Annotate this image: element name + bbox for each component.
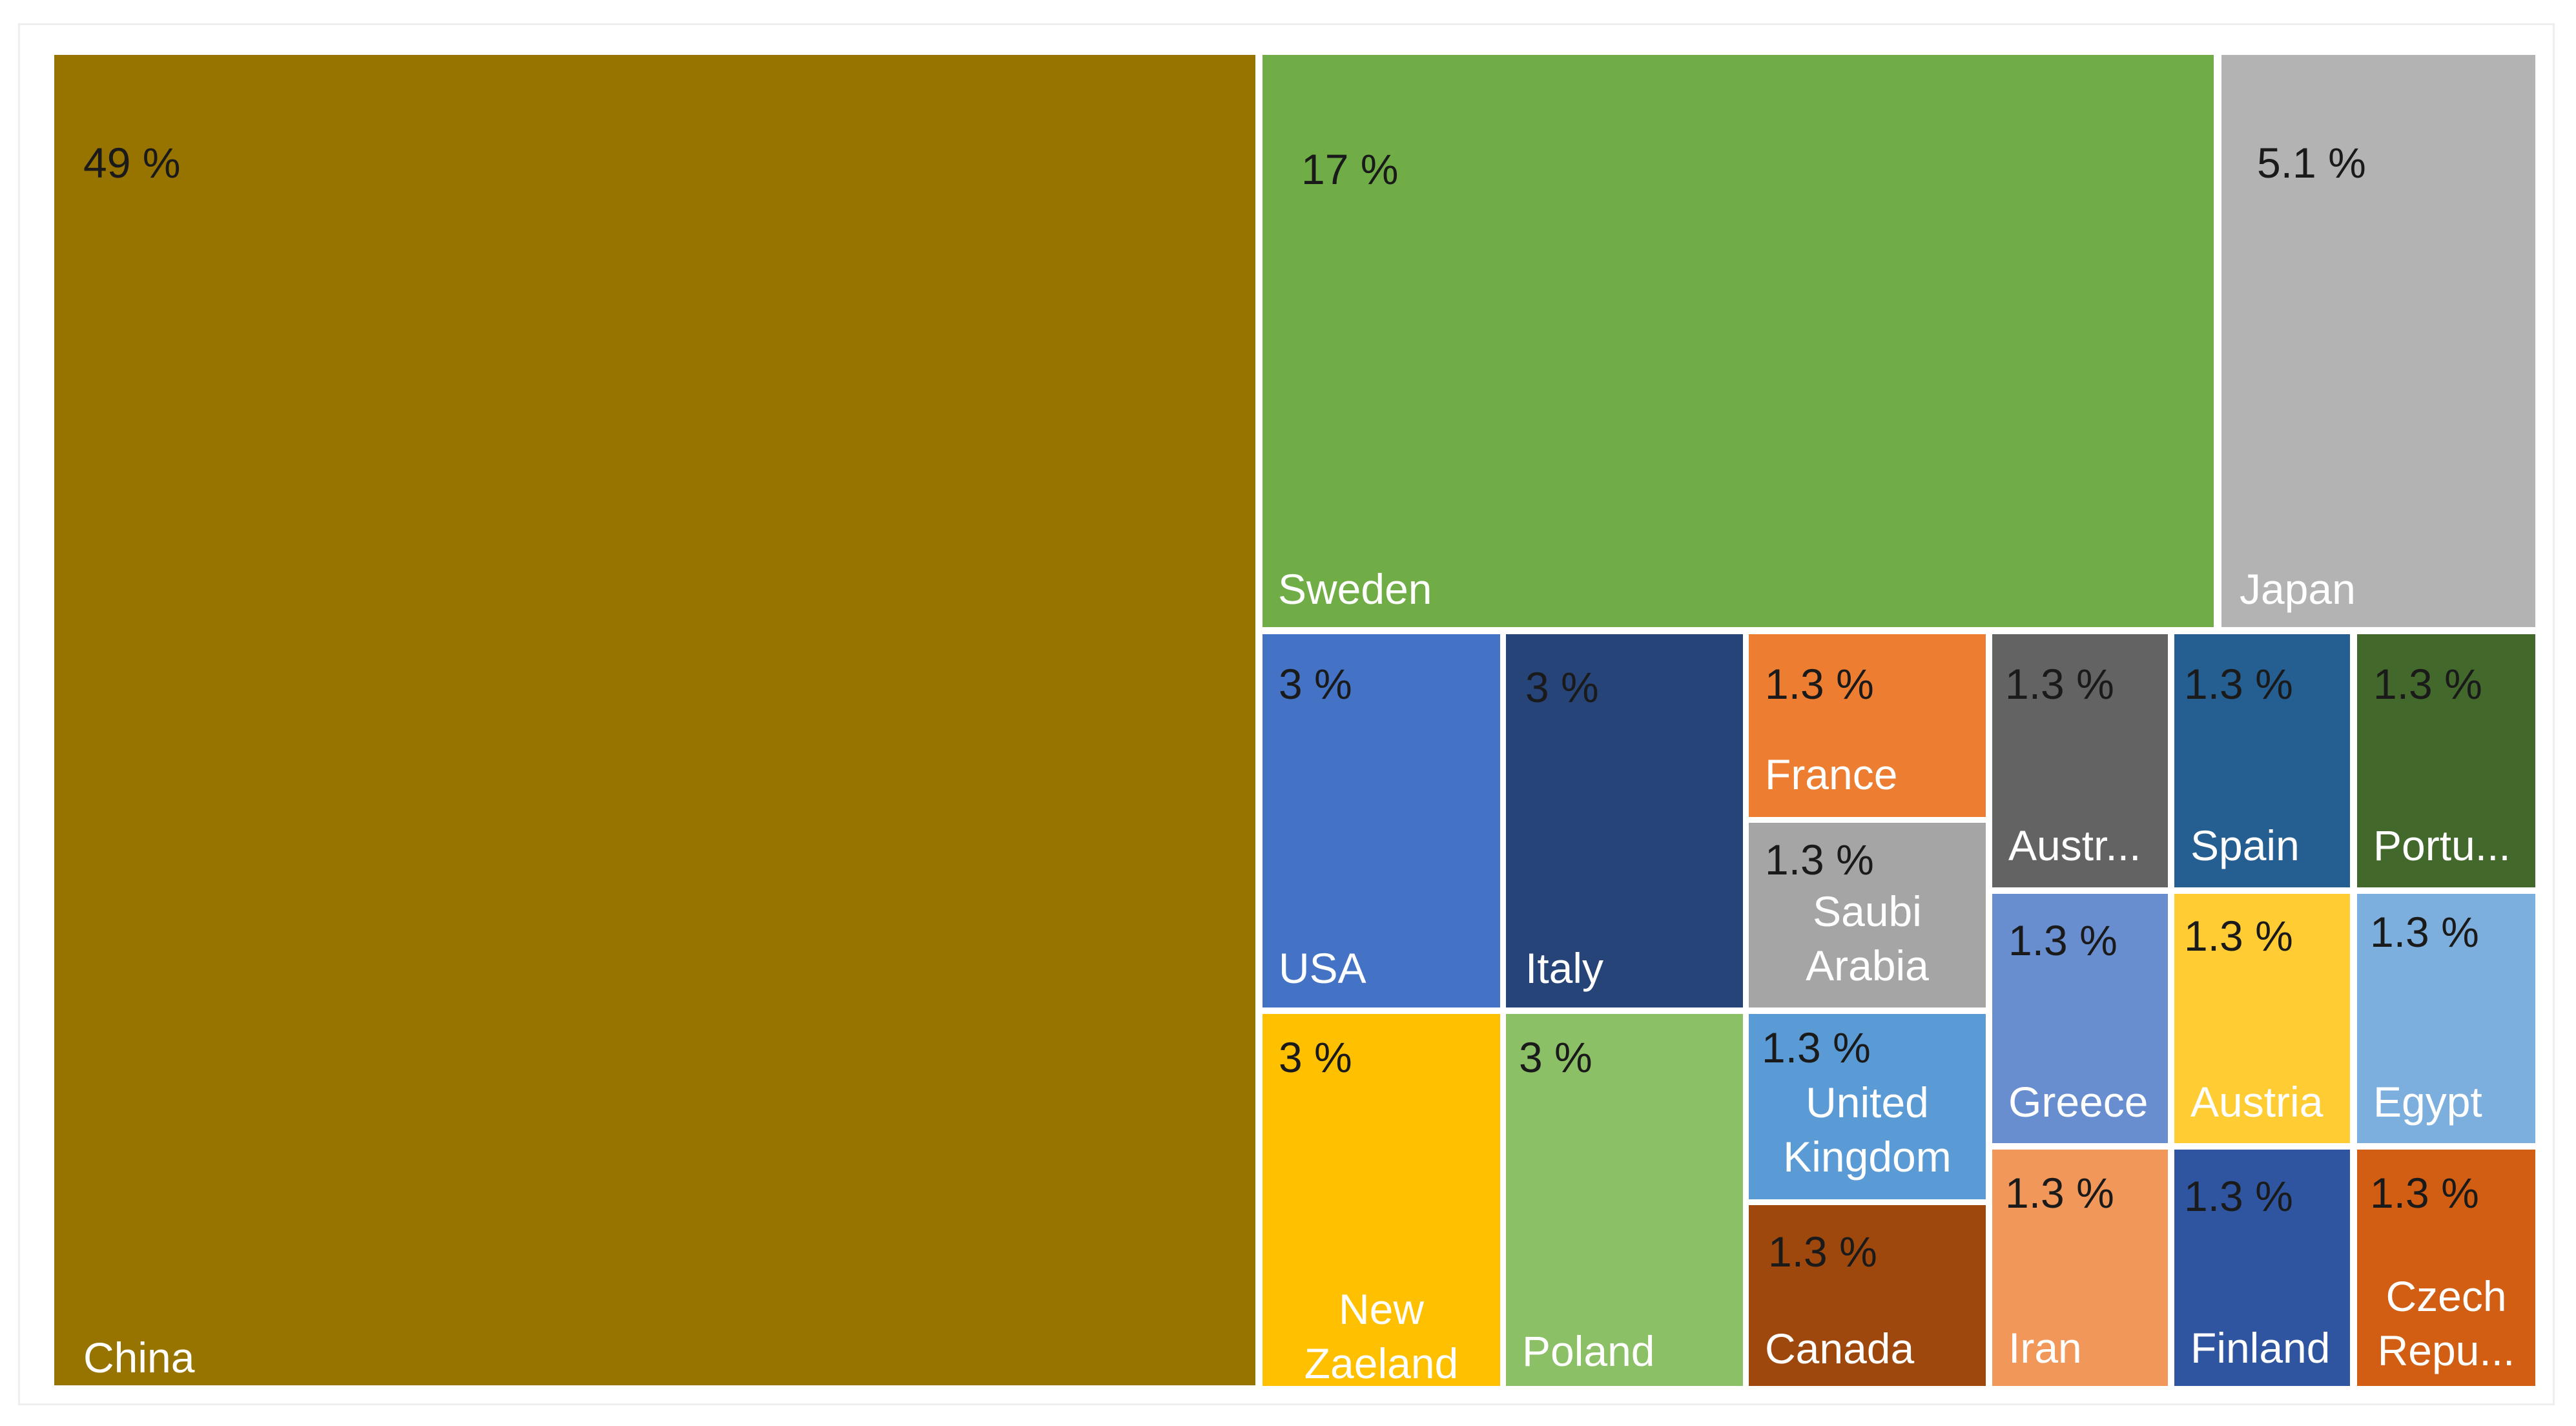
tile-iran: 1.3 % Iran bbox=[1992, 1150, 2168, 1386]
tile-rect-egypt bbox=[2357, 894, 2535, 1143]
tile-france: 1.3 % France bbox=[1749, 634, 1986, 817]
tile-label-saubi-arabia: Saubi Arabia bbox=[1806, 887, 1929, 989]
tile-value-austria: 1.3 % bbox=[2184, 912, 2293, 960]
tile-egypt: 1.3 % Egypt bbox=[2357, 894, 2535, 1143]
tile-value-china: 49 % bbox=[83, 139, 180, 187]
tile-label-czech-repu: Czech Repu... bbox=[2378, 1272, 2515, 1374]
tile-rect-poland bbox=[1506, 1014, 1743, 1386]
tile-usa: 3 % USA bbox=[1262, 634, 1500, 1008]
tile-canada: 1.3 % Canada bbox=[1749, 1205, 1986, 1386]
tile-label-austr: Austr... bbox=[2008, 822, 2141, 869]
tile-value-france: 1.3 % bbox=[1765, 660, 1874, 708]
tile-portu: 1.3 % Portu... bbox=[2357, 634, 2535, 887]
tile-finland: 1.3 % Finland bbox=[2174, 1150, 2350, 1386]
tile-label-finland: Finland bbox=[2190, 1324, 2330, 1372]
tile-spain: 1.3 % Spain bbox=[2174, 634, 2350, 887]
tile-rect-finland bbox=[2174, 1150, 2350, 1386]
tile-rect-portu bbox=[2357, 634, 2535, 887]
tile-china: 49 % China bbox=[54, 55, 1255, 1385]
tile-rect-canada bbox=[1749, 1205, 1986, 1386]
chart-frame: 49 % China 17 % Sweden 5.1 % Japan 3 % USA 3 % It… bbox=[18, 23, 2555, 1405]
tile-united-kingdom: 1.3 % United Kingdom bbox=[1749, 1014, 1986, 1199]
tile-value-italy: 3 % bbox=[1525, 663, 1599, 711]
tile-value-poland: 3 % bbox=[1519, 1033, 1592, 1081]
tile-value-saubi-arabia: 1.3 % bbox=[1765, 836, 1874, 884]
tile-rect-japan bbox=[2221, 55, 2535, 627]
tile-label-japan: Japan bbox=[2240, 565, 2356, 613]
tile-rect-united-kingdom bbox=[1749, 1014, 1986, 1199]
tile-label-egypt: Egypt bbox=[2373, 1078, 2482, 1126]
tile-new-zaeland: 3 % New Zaeland bbox=[1262, 1014, 1500, 1387]
tile-austria: 1.3 % Austria bbox=[2174, 894, 2350, 1143]
tile-label-austria: Austria bbox=[2190, 1078, 2324, 1126]
tile-poland: 3 % Poland bbox=[1506, 1014, 1743, 1386]
tile-value-sweden: 17 % bbox=[1301, 145, 1398, 193]
tile-rect-sweden bbox=[1262, 55, 2214, 627]
tile-saubi-arabia: 1.3 %Saubi Arabia bbox=[1749, 823, 1986, 1008]
tile-rect-greece bbox=[1992, 894, 2168, 1143]
tile-value-usa: 3 % bbox=[1279, 660, 1352, 708]
tile-rect-italy bbox=[1506, 634, 1743, 1008]
tile-austr: 1.3 % Austr... bbox=[1992, 634, 2168, 887]
tile-label-united-kingdom: United Kingdom bbox=[1783, 1079, 1952, 1181]
tile-italy: 3 % Italy bbox=[1506, 634, 1743, 1008]
treemap-chart: 49 % China 17 % Sweden 5.1 % Japan 3 % USA 3 % It… bbox=[54, 55, 2535, 1387]
tile-label-canada: Canada bbox=[1765, 1325, 1914, 1372]
tile-value-czech-repu: 1.3 % bbox=[2370, 1169, 2479, 1217]
tile-greece: 1.3 % Greece bbox=[1992, 894, 2168, 1143]
tile-value-united-kingdom: 1.3 % bbox=[1762, 1024, 1871, 1071]
tile-label-spain: Spain bbox=[2190, 822, 2300, 869]
tile-label-france: France bbox=[1765, 750, 1897, 798]
tile-label-iran: Iran bbox=[2008, 1324, 2082, 1372]
tile-label-china: China bbox=[83, 1334, 195, 1381]
tile-value-portu: 1.3 % bbox=[2373, 660, 2482, 708]
tile-label-poland: Poland bbox=[1522, 1327, 1655, 1375]
tile-value-japan: 5.1 % bbox=[2257, 139, 2366, 187]
tile-label-usa: USA bbox=[1279, 944, 1366, 992]
tile-rect-iran bbox=[1992, 1150, 2168, 1386]
tile-rect-china bbox=[54, 55, 1255, 1385]
tile-value-austr: 1.3 % bbox=[2005, 660, 2114, 708]
tile-label-italy: Italy bbox=[1525, 944, 1603, 992]
tile-czech-repu: 1.3 % Czech Repu... bbox=[2357, 1150, 2535, 1386]
tile-rect-spain bbox=[2174, 634, 2350, 887]
tile-label-sweden: Sweden bbox=[1278, 565, 1432, 613]
tile-value-new-zaeland: 3 % bbox=[1279, 1033, 1352, 1081]
tile-value-finland: 1.3 % bbox=[2184, 1172, 2293, 1220]
tile-value-canada: 1.3 % bbox=[1768, 1228, 1877, 1276]
tile-value-spain: 1.3 % bbox=[2184, 660, 2293, 708]
tile-label-greece: Greece bbox=[2008, 1078, 2148, 1126]
tile-rect-usa bbox=[1262, 634, 1500, 1008]
tile-rect-saubi-arabia bbox=[1749, 823, 1986, 1008]
tile-rect-new-zaeland bbox=[1262, 1014, 1500, 1386]
tile-rect-austria bbox=[2174, 894, 2350, 1143]
tile-value-iran: 1.3 % bbox=[2005, 1169, 2114, 1217]
tile-value-egypt: 1.3 % bbox=[2370, 908, 2479, 956]
tile-label-new-zaeland: New Zaeland bbox=[1304, 1285, 1459, 1387]
tile-rect-czech-repu bbox=[2357, 1150, 2535, 1386]
tile-sweden: 17 % Sweden bbox=[1262, 55, 2214, 627]
tile-label-portu: Portu... bbox=[2373, 822, 2511, 869]
tile-japan: 5.1 % Japan bbox=[2221, 55, 2535, 627]
tile-rect-austr bbox=[1992, 634, 2168, 887]
tile-rect-france bbox=[1749, 634, 1986, 817]
tile-value-greece: 1.3 % bbox=[2008, 916, 2117, 964]
